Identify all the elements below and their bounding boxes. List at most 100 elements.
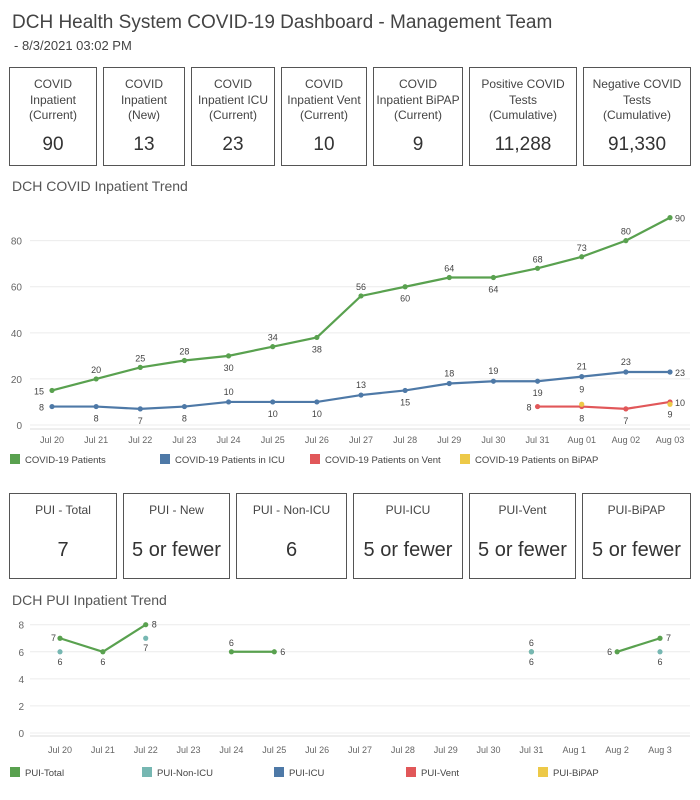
legend-label: PUI-Total	[25, 768, 64, 779]
x-tick-label: Jul 20	[48, 745, 72, 755]
y-tick-label: 20	[11, 375, 23, 386]
x-tick-label: Jul 31	[519, 745, 543, 755]
kpi-label: COVID Inpatient (Current)	[28, 77, 77, 122]
x-tick-label: Aug 1	[563, 745, 587, 755]
data-label: 7	[623, 416, 628, 426]
data-point	[402, 284, 408, 290]
legend-swatch	[406, 767, 416, 777]
data-label: 13	[356, 380, 366, 390]
x-tick-label: Jul 23	[177, 745, 201, 755]
kpi-inpatient-vent: COVID Inpatient Vent (Current) 10	[281, 67, 367, 166]
series-line	[52, 370, 670, 410]
x-tick-label: Jul 28	[391, 745, 415, 755]
data-point	[614, 649, 620, 655]
x-tick-label: Jul 25	[262, 745, 286, 755]
kpi-inpatient-icu: COVID Inpatient ICU (Current) 23	[191, 67, 275, 166]
data-label: 10	[312, 409, 322, 419]
data-label: 7	[143, 643, 148, 653]
data-point	[314, 399, 320, 405]
data-label: 30	[224, 363, 234, 373]
inpatient-trend-title: DCH COVID Inpatient Trend	[12, 178, 188, 194]
data-label: 8	[152, 620, 157, 630]
data-point	[358, 392, 364, 398]
x-tick-label: Jul 29	[434, 745, 458, 755]
x-tick-label: Aug 01	[567, 435, 596, 445]
x-tick-label: Jul 22	[134, 745, 158, 755]
y-tick-label: 60	[11, 283, 23, 294]
data-point	[579, 374, 585, 380]
y-tick-label: 6	[18, 648, 24, 659]
data-label: 80	[621, 227, 631, 237]
x-tick-label: Jul 21	[84, 435, 108, 445]
pui-value: 7	[57, 539, 69, 561]
x-tick-label: Jul 23	[172, 435, 196, 445]
data-label: 23	[621, 357, 631, 367]
kpi-negative-tests: Negative COVID Tests (Cumulative) 91,330	[583, 67, 691, 166]
series-line	[537, 400, 671, 410]
data-label: 18	[444, 369, 454, 379]
pui-trend-chart: 0 2 4 6 8 Jul 20 Jul 21 Jul 22 Jul 23 Jul 24 Jul 2…	[10, 620, 690, 779]
legend-label: PUI-ICU	[289, 768, 325, 779]
data-label: 64	[444, 264, 454, 274]
data-point	[623, 238, 629, 244]
kpi-label: COVID Inpatient ICU (Current)	[197, 77, 269, 122]
x-tick-label: Jul 26	[305, 435, 329, 445]
data-label: 9	[667, 409, 672, 419]
pui-icu-card: PUI-ICU 5 or fewer	[353, 493, 463, 579]
legend-label: COVID-19 Patients in ICU	[175, 455, 285, 466]
pui-value: 5 or fewer	[363, 539, 453, 561]
data-label: 6	[280, 647, 285, 657]
x-tick-label: Jul 31	[526, 435, 550, 445]
data-label: 8	[94, 414, 99, 424]
kpi-value: 11,288	[494, 134, 552, 155]
kpi-label: Positive COVID Tests (Cumulative)	[481, 77, 565, 122]
kpi-inpatient-new: COVID Inpatient (New) 13	[103, 67, 185, 166]
data-point	[49, 403, 55, 410]
pui-value: 5 or fewer	[132, 539, 221, 561]
legend-swatch	[460, 454, 470, 464]
data-point	[657, 649, 663, 655]
pui-label: PUI-Vent	[498, 503, 547, 517]
data-point	[446, 274, 452, 281]
data-point	[667, 369, 673, 375]
kpi-value: 9	[412, 134, 424, 155]
pui-value: 5 or fewer	[478, 539, 567, 561]
data-point	[490, 378, 497, 384]
data-label: 21	[577, 362, 587, 372]
data-label: 15	[34, 386, 44, 396]
data-label: 15	[400, 397, 410, 407]
data-point	[228, 649, 235, 655]
data-label: 10	[268, 409, 278, 419]
y-tick-label: 4	[18, 675, 24, 686]
x-tick-label: Aug 3	[648, 745, 672, 755]
y-tick-label: 40	[11, 329, 23, 340]
data-label: 6	[657, 657, 662, 667]
x-tick-label: Jul 25	[261, 435, 285, 445]
data-label: 8	[527, 403, 532, 413]
pui-label: PUI - Total	[35, 503, 91, 517]
data-point	[270, 344, 276, 350]
data-point	[446, 380, 452, 387]
data-label: 60	[400, 294, 410, 304]
kpi-label: Negative COVID Tests (Cumulative)	[592, 77, 682, 122]
data-point	[623, 369, 629, 375]
kpi-value: 23	[222, 134, 244, 155]
data-point	[358, 293, 364, 299]
data-point	[137, 364, 143, 370]
kpi-value: 13	[133, 134, 155, 155]
data-label: 8	[39, 403, 44, 413]
legend-label: PUI-Vent	[421, 768, 459, 779]
legend-swatch	[142, 767, 152, 777]
data-label: 6	[100, 657, 105, 667]
x-tick-label: Jul 24	[219, 745, 243, 755]
kpi-inpatient-bipap: COVID Inpatient BiPAP (Current) 9	[373, 67, 463, 166]
data-point	[534, 265, 541, 271]
x-tick-label: Jul 27	[349, 435, 373, 445]
legend-label: COVID-19 Patients	[25, 455, 106, 466]
legend-swatch	[310, 454, 320, 464]
x-tick-label: Jul 28	[393, 435, 417, 445]
data-label: 25	[135, 353, 145, 363]
data-point	[667, 215, 673, 221]
data-point	[57, 635, 63, 641]
x-tick-label: Jul 29	[437, 435, 461, 445]
